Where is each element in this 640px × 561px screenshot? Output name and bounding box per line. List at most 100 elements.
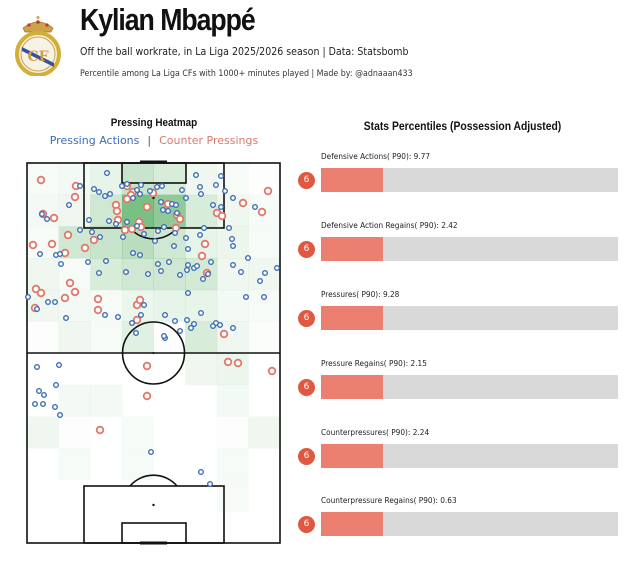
data-point — [159, 206, 166, 213]
percentile-fill — [321, 168, 384, 192]
data-point — [45, 299, 52, 306]
data-point — [80, 243, 90, 253]
data-point — [199, 276, 206, 283]
stat-label: Pressure Regains( P90): 2.15 — [321, 359, 427, 368]
data-point — [242, 294, 249, 301]
data-point — [176, 272, 183, 279]
heatmap-cell — [185, 353, 218, 386]
data-point — [49, 213, 59, 223]
data-point — [127, 224, 137, 234]
data-point — [261, 294, 268, 301]
data-point — [36, 288, 46, 298]
heatmap-cell — [27, 321, 59, 353]
stat-pressure-regains: Pressure Regains( P90): 2.15 6 — [298, 359, 628, 409]
data-point — [140, 230, 147, 237]
percentile-fill — [321, 237, 384, 261]
data-point — [60, 293, 70, 303]
data-point — [28, 240, 38, 250]
data-point — [146, 187, 153, 194]
data-point — [142, 391, 152, 401]
data-point — [36, 388, 43, 395]
data-point — [52, 299, 59, 306]
heatmap-cell — [58, 384, 91, 417]
data-point — [123, 218, 130, 225]
percentile-note: Percentile among La Liga CFs with 1000+ … — [80, 69, 413, 79]
stat-defensive-actions: Defensive Actions( P90): 9.77 6 — [298, 152, 628, 202]
data-point — [172, 201, 179, 208]
percentile-fill — [321, 444, 384, 468]
data-point — [57, 412, 64, 419]
data-point — [161, 312, 168, 319]
data-point — [217, 172, 224, 179]
data-point — [103, 169, 110, 176]
data-point — [157, 268, 164, 275]
data-point — [34, 306, 41, 313]
data-point — [25, 294, 32, 301]
data-point — [112, 220, 119, 227]
data-point — [76, 182, 83, 189]
heatmap-legend: Pressing Actions | Counter Pressings — [0, 134, 308, 147]
data-point — [133, 186, 140, 193]
data-point — [88, 228, 95, 235]
data-point — [251, 203, 258, 210]
stats-title: Stats Percentiles (Possession Adjusted) — [363, 121, 562, 133]
svg-text:CF: CF — [27, 49, 48, 65]
heatmap-cell — [90, 321, 122, 353]
heatmap-cell — [58, 321, 91, 354]
heatmap-cell — [185, 163, 218, 196]
percentile-badge: 6 — [298, 448, 315, 465]
data-point — [53, 382, 60, 389]
heatmap-cell — [27, 416, 60, 449]
data-point — [200, 224, 207, 231]
data-point — [176, 328, 183, 335]
data-point — [36, 175, 46, 185]
data-point — [183, 267, 190, 274]
data-point — [47, 239, 57, 249]
data-point — [147, 449, 154, 456]
heatmap-cell — [185, 289, 218, 322]
data-point — [136, 251, 143, 258]
data-point — [52, 404, 59, 411]
percentile-track — [321, 375, 618, 399]
data-point — [32, 401, 39, 408]
heatmap-cell — [59, 416, 91, 448]
data-point — [217, 211, 227, 221]
data-point — [133, 222, 140, 229]
stat-label: Defensive Action Regains( P90): 2.42 — [321, 221, 458, 230]
percentile-badge: 6 — [298, 241, 315, 258]
data-point — [40, 401, 47, 408]
data-point — [237, 269, 244, 276]
data-point — [118, 182, 125, 189]
data-point — [197, 190, 204, 197]
data-point — [274, 265, 281, 272]
heatmap-cell — [216, 353, 249, 386]
data-point — [206, 481, 213, 488]
data-point — [57, 250, 64, 257]
data-point — [39, 210, 46, 217]
heatmap-cell — [216, 384, 249, 417]
data-point — [34, 364, 41, 371]
data-point — [197, 251, 207, 261]
data-point — [207, 259, 214, 266]
data-point — [165, 259, 172, 266]
data-point — [96, 233, 103, 240]
data-point — [160, 223, 167, 230]
data-point — [209, 201, 216, 208]
subtitle: Off the ball workrate, in La Liga 2025/2… — [80, 46, 409, 58]
stat-counterpressures: Counterpressures( P90): 2.24 6 — [298, 428, 628, 478]
data-point — [229, 242, 236, 249]
data-point — [65, 278, 75, 288]
legend-separator: | — [147, 134, 152, 147]
heatmap-cell — [122, 416, 154, 448]
data-point — [225, 224, 232, 231]
percentile-fill — [321, 512, 384, 536]
data-point — [63, 230, 73, 240]
percentile-track — [321, 168, 618, 192]
data-point — [187, 325, 194, 332]
heatmap-cell — [59, 448, 91, 480]
data-point — [212, 181, 219, 188]
percentile-badge: 6 — [298, 516, 315, 533]
heatmap-cell — [27, 258, 60, 291]
data-point — [267, 366, 277, 376]
data-point — [221, 187, 228, 194]
